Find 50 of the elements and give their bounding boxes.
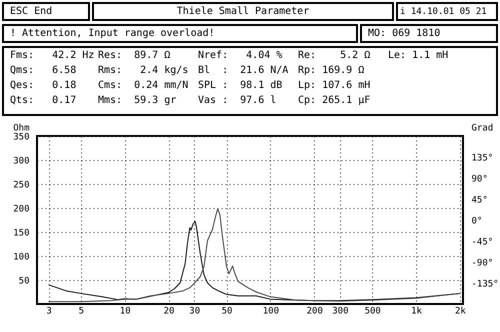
y-tick-label: 300 [13,156,30,166]
text: Rms: 2.4 kg/s [98,65,190,76]
text: Res: 89.7 Ω [98,50,172,61]
text: Re: 5.2 Ω [298,50,372,61]
x-tick-label: 2k [454,306,466,316]
x-tick-label: 20 [164,306,174,316]
text: Cms: 0.24 mm/N [98,80,190,91]
y-tick-label: 150 [13,228,30,238]
x-tick-label: 3 [46,306,52,316]
y2-tick-label: 0° [472,216,482,226]
y2-tick-label: -135° [472,280,499,290]
x-tick-label: 200 [306,306,323,316]
text: MO: 069 1810 [360,24,498,43]
text: ESC End [2,2,90,21]
text: Nref: 4.04 % [198,50,284,61]
text: Fms: 42.2 Hz [10,50,96,61]
y-axis-title: Ohm [13,124,30,134]
chart-title: Thiele Small Parameter [92,2,394,21]
x-tick-label: 100 [262,306,280,316]
x-tick-label: 500 [364,306,381,316]
y2-axis-title: Grad [472,124,494,134]
y2-tick-label: -45° [472,238,494,248]
text: Qts: 0.17 [10,95,78,106]
y-tick-label: 100 [13,252,30,262]
x-tick-label: 1k [411,306,423,316]
text: Le: 1.1 mH [388,50,450,61]
y-tick-label: 200 [13,204,30,214]
text: Qms: 6.58 [10,65,78,76]
y2-tick-label: -90° [472,258,494,268]
y-tick-label: 350 [13,132,30,142]
y2-tick-label: 45° [472,196,488,206]
x-tick-label: 300 [332,306,349,316]
y2-tick-label: 90° [472,174,488,184]
text: Bl : 21.6 N/A [198,65,290,76]
y2-tick-label: 135° [472,154,494,164]
text: ! Attention, Input range overload! [2,24,358,43]
text: Mms: 59.3 gr [98,95,178,106]
y-tick-label: 50 [18,276,30,286]
text: Rp: 169.9 Ω [298,65,366,76]
text: Cp: 265.1 µF [298,95,372,106]
text: SPL : 98.1 dB [198,80,284,91]
text: Lp: 107.6 mH [298,80,372,91]
x-tick-label: 5 [78,306,84,316]
text: Vas : 97.6 l [198,95,278,106]
x-tick-label: 50 [222,306,232,316]
x-tick-label: 10 [120,306,131,316]
text: i 14.10.01 05 21 [396,2,498,21]
y-tick-label: 250 [13,180,30,190]
x-tick-label: 30 [189,306,200,316]
text: Qes: 0.18 [10,80,78,91]
